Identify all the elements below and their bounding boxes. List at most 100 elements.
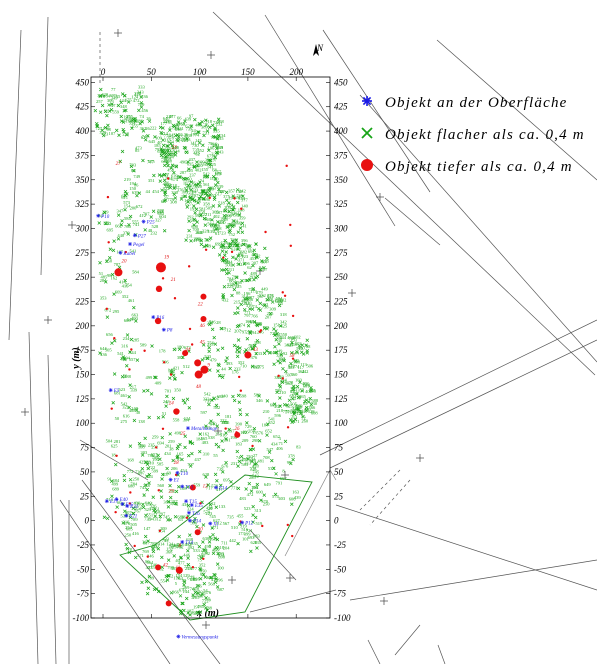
shallow-object-label: 122	[240, 430, 247, 435]
shallow-object-label: 88	[236, 291, 241, 296]
shallow-object-label: 261	[130, 118, 137, 123]
y-tick-label-left: 100	[76, 418, 90, 428]
shallow-object-label: 576	[256, 431, 264, 436]
shallow-object-label: 691	[218, 220, 225, 225]
cross-icon	[124, 542, 128, 547]
cross-icon	[153, 375, 157, 379]
shallow-object-label: 318	[143, 483, 151, 488]
cross-icon	[195, 610, 200, 615]
cross-icon	[217, 187, 221, 192]
deep-object-dot	[194, 370, 203, 379]
cross-icon	[160, 477, 164, 481]
shallow-object-label: 428	[294, 409, 302, 414]
shallow-object-label: 594	[303, 382, 311, 387]
shallow-object-label: 789	[131, 517, 139, 522]
shallow-object-label: 774	[293, 364, 301, 369]
cross-icon	[176, 485, 181, 489]
shallow-object-label: 381	[252, 485, 259, 490]
shallow-object-label: 508	[293, 360, 301, 365]
cross-icon	[102, 515, 107, 519]
shallow-object-label: 333	[203, 396, 211, 401]
cross-icon	[147, 119, 152, 123]
shallow-object-label: 648	[207, 575, 215, 580]
deep-object-label: 22	[198, 302, 204, 307]
cross-icon	[98, 94, 103, 98]
shallow-object-label: 558	[173, 418, 181, 423]
shallow-object-label: 568	[208, 582, 216, 587]
cross-icon	[231, 208, 235, 212]
asterisk-icon	[114, 497, 119, 502]
cross-icon	[159, 174, 164, 178]
shallow-object-label: 115	[210, 176, 217, 181]
cross-icon	[203, 575, 208, 579]
shallow-object-label: 259	[152, 434, 160, 439]
cross-icon	[187, 405, 192, 410]
cross-icon	[207, 349, 211, 354]
shallow-object-label: 313	[278, 356, 286, 361]
shallow-object-label: 656	[106, 332, 114, 337]
shallow-object-label: 255	[131, 124, 139, 129]
shallow-object-label: 215	[234, 299, 242, 304]
cross-icon	[126, 232, 131, 236]
shallow-object-label: 536	[141, 94, 149, 99]
shallow-object-label: 269	[183, 585, 191, 590]
cross-icon	[117, 133, 121, 138]
shallow-object-label: 606	[289, 496, 297, 501]
shallow-object-label: 31	[178, 174, 183, 179]
cross-icon	[162, 172, 167, 177]
shallow-object-label: 352	[228, 243, 235, 248]
cross-icon	[240, 230, 245, 234]
shallow-object-label: 434	[226, 260, 234, 265]
deep-object-dot	[239, 389, 243, 392]
deep-object-dot	[161, 427, 165, 430]
shallow-object-label: 51	[162, 411, 167, 416]
shallow-object-label: 108	[180, 486, 188, 491]
cross-icon	[232, 287, 237, 292]
shallow-object-label: 309	[181, 189, 189, 194]
shallow-object-label: 304	[183, 417, 191, 422]
shallow-object-label: 175	[125, 98, 133, 103]
cross-icon	[289, 351, 294, 355]
shallow-object-label: 619	[213, 227, 221, 232]
shallow-object-label: 534	[129, 120, 137, 125]
shallow-object-label: 55	[213, 453, 218, 458]
shallow-object-label: 607	[261, 259, 269, 264]
shallow-object-label: 564	[207, 222, 215, 227]
cross-icon	[204, 243, 209, 248]
shallow-object-label: 608	[311, 411, 319, 416]
cross-icon	[153, 514, 158, 518]
shallow-object-label: 784	[227, 277, 235, 282]
cross-icon	[305, 338, 309, 343]
cross-icon	[204, 596, 208, 600]
cross-icon	[293, 359, 298, 363]
cross-icon	[195, 160, 199, 164]
y-tick-label-right: 350	[333, 175, 348, 185]
shallow-object-label: 185	[197, 604, 205, 609]
cross-icon	[162, 178, 167, 182]
cross-icon	[126, 100, 131, 104]
shallow-object-label: 51	[99, 271, 104, 276]
cross-icon	[255, 546, 259, 550]
deep-object-dot	[191, 565, 195, 569]
cross-icon	[230, 293, 234, 298]
shallow-object-label: 673	[169, 126, 177, 131]
surface-object-label: P25	[146, 221, 156, 226]
shallow-object-label: 635	[223, 420, 231, 425]
cross-icon	[158, 125, 163, 130]
deep-object-dot	[240, 207, 243, 210]
legend-item-deep: Objekt tiefer als ca. 0,4 m	[361, 159, 572, 175]
shallow-object-label: 528	[178, 137, 186, 142]
shallow-object-label: 37	[205, 175, 210, 180]
shallow-object-label: 541	[117, 351, 124, 356]
y-tick-label-left: 175	[76, 345, 90, 355]
cross-icon	[289, 361, 293, 366]
cross-icon	[280, 380, 285, 385]
cross-icon	[309, 402, 314, 407]
shallow-object-label: 259	[217, 551, 225, 556]
shallow-object-label: 225	[227, 284, 235, 289]
shallow-object-label: 421	[173, 366, 180, 371]
shallow-object-label: 232	[220, 418, 227, 423]
cross-icon	[305, 351, 309, 355]
shallow-object-label: 590	[157, 208, 165, 213]
shallow-object-label: 455	[237, 514, 245, 519]
